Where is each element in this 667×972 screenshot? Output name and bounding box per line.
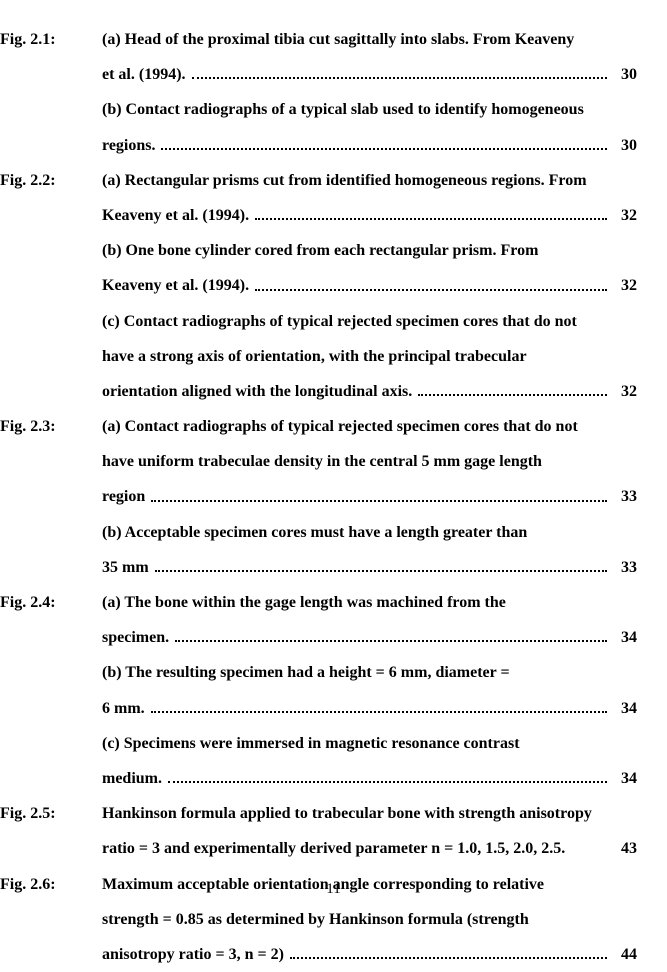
toc-text: (c) Specimens were immersed in magnetic … bbox=[102, 726, 520, 761]
page-ref: 34 bbox=[611, 620, 637, 655]
toc-text: ratio = 3 and experimentally derived par… bbox=[102, 831, 565, 866]
leader-dots bbox=[255, 217, 607, 220]
entry-body: (a) The bone within the gage length was … bbox=[102, 585, 637, 796]
page-ref: 44 bbox=[611, 937, 637, 972]
toc-text: (a) Rectangular prisms cut from identifi… bbox=[102, 163, 587, 198]
toc-line: (b) Contact radiographs of a typical sla… bbox=[102, 92, 637, 127]
toc-text: orientation aligned with the longitudina… bbox=[102, 374, 412, 409]
figure-label: Fig. 2.3: bbox=[0, 409, 102, 444]
toc-line: region 33 bbox=[102, 479, 637, 514]
leader-dots bbox=[151, 710, 607, 713]
toc-text: medium. bbox=[102, 761, 162, 796]
toc-text: have a strong axis of orientation, with … bbox=[102, 339, 527, 374]
page-ref: 33 bbox=[611, 550, 637, 585]
figure-entry: Fig. 2.3:(a) Contact radiographs of typi… bbox=[0, 409, 637, 585]
toc-line: Keaveny et al. (1994). 32 bbox=[102, 198, 637, 233]
toc-line: medium. 34 bbox=[102, 761, 637, 796]
figure-entry: Fig. 2.1:(a) Head of the proximal tibia … bbox=[0, 22, 637, 163]
toc-text: (a) The bone within the gage length was … bbox=[102, 585, 506, 620]
entry-body: (a) Rectangular prisms cut from identifi… bbox=[102, 163, 637, 409]
figure-entry: Fig. 2.4:(a) The bone within the gage le… bbox=[0, 585, 637, 796]
toc-text: (b) One bone cylinder cored from each re… bbox=[102, 233, 538, 268]
page-ref: 33 bbox=[611, 479, 637, 514]
toc-text: strength = 0.85 as determined by Hankins… bbox=[102, 902, 529, 937]
toc-text: Keaveny et al. (1994). bbox=[102, 198, 249, 233]
page-ref: 30 bbox=[611, 128, 637, 163]
toc-line: specimen. 34 bbox=[102, 620, 637, 655]
toc-line: have a strong axis of orientation, with … bbox=[102, 339, 637, 374]
page-ref: 34 bbox=[611, 761, 637, 796]
page-number: 11 bbox=[0, 881, 667, 898]
toc-line: (b) The resulting specimen had a height … bbox=[102, 655, 637, 690]
toc-text: (b) Contact radiographs of a typical sla… bbox=[102, 92, 584, 127]
toc-text: anisotropy ratio = 3, n = 2) bbox=[102, 937, 284, 972]
toc-line: (a) Head of the proximal tibia cut sagit… bbox=[102, 22, 637, 57]
toc-text: (a) Head of the proximal tibia cut sagit… bbox=[102, 22, 574, 57]
entry-body: (a) Head of the proximal tibia cut sagit… bbox=[102, 22, 637, 163]
toc-text: (a) Contact radiographs of typical rejec… bbox=[102, 409, 578, 444]
leader-dots bbox=[175, 639, 607, 642]
toc-line: (a) Contact radiographs of typical rejec… bbox=[102, 409, 637, 444]
toc-line: (b) Acceptable specimen cores must have … bbox=[102, 515, 637, 550]
leader-dots bbox=[168, 780, 607, 783]
toc-line: anisotropy ratio = 3, n = 2) 44 bbox=[102, 937, 637, 972]
toc-line: (c) Specimens were immersed in magnetic … bbox=[102, 726, 637, 761]
toc-text: et al. (1994). bbox=[102, 57, 186, 92]
toc-text: have uniform trabeculae density in the c… bbox=[102, 444, 542, 479]
figure-label: Fig. 2.2: bbox=[0, 163, 102, 198]
leader-dots bbox=[161, 147, 607, 150]
figure-label: Fig. 2.1: bbox=[0, 22, 102, 57]
leader-dots bbox=[155, 569, 607, 572]
toc-line: (b) One bone cylinder cored from each re… bbox=[102, 233, 637, 268]
toc-text: specimen. bbox=[102, 620, 169, 655]
toc-text: 35 mm bbox=[102, 550, 149, 585]
toc-text: (b) Acceptable specimen cores must have … bbox=[102, 515, 527, 550]
figure-label: Fig. 2.5: bbox=[0, 796, 102, 831]
toc-line: et al. (1994). 30 bbox=[102, 57, 637, 92]
toc-text: 6 mm. bbox=[102, 691, 145, 726]
toc-line: have uniform trabeculae density in the c… bbox=[102, 444, 637, 479]
page-ref: 34 bbox=[611, 691, 637, 726]
leader-dots bbox=[192, 76, 607, 79]
toc-text: regions. bbox=[102, 128, 155, 163]
entry-body: (a) Contact radiographs of typical rejec… bbox=[102, 409, 637, 585]
toc-text: Hankinson formula applied to trabecular … bbox=[102, 796, 592, 831]
toc-line: 6 mm. 34 bbox=[102, 691, 637, 726]
toc-line: (c) Contact radiographs of typical rejec… bbox=[102, 304, 637, 339]
toc-line: 35 mm 33 bbox=[102, 550, 637, 585]
toc-line: regions. 30 bbox=[102, 128, 637, 163]
entry-body: Hankinson formula applied to trabecular … bbox=[102, 796, 637, 866]
toc-line: Hankinson formula applied to trabecular … bbox=[102, 796, 637, 831]
figure-entry: Fig. 2.5:Hankinson formula applied to tr… bbox=[0, 796, 637, 866]
toc-text: (b) The resulting specimen had a height … bbox=[102, 655, 510, 690]
leader-dots bbox=[255, 288, 607, 291]
figure-entry: Fig. 2.2:(a) Rectangular prisms cut from… bbox=[0, 163, 637, 409]
page-ref: 43 bbox=[611, 831, 637, 866]
page-ref: 32 bbox=[611, 198, 637, 233]
page-ref: 30 bbox=[611, 57, 637, 92]
toc-line: strength = 0.85 as determined by Hankins… bbox=[102, 902, 637, 937]
toc-line: Keaveny et al. (1994). 32 bbox=[102, 268, 637, 303]
figure-label: Fig. 2.4: bbox=[0, 585, 102, 620]
toc-line: (a) The bone within the gage length was … bbox=[102, 585, 637, 620]
toc-line: ratio = 3 and experimentally derived par… bbox=[102, 831, 637, 866]
page-ref: 32 bbox=[611, 374, 637, 409]
toc-text: (c) Contact radiographs of typical rejec… bbox=[102, 304, 577, 339]
toc-line: orientation aligned with the longitudina… bbox=[102, 374, 637, 409]
page-content: Fig. 2.1:(a) Head of the proximal tibia … bbox=[0, 0, 667, 972]
leader-dots bbox=[151, 499, 607, 502]
toc-text: Keaveny et al. (1994). bbox=[102, 268, 249, 303]
leader-dots bbox=[290, 956, 607, 959]
page-ref: 32 bbox=[611, 268, 637, 303]
leader-dots bbox=[418, 393, 607, 396]
toc-text: region bbox=[102, 479, 145, 514]
toc-line: (a) Rectangular prisms cut from identifi… bbox=[102, 163, 637, 198]
